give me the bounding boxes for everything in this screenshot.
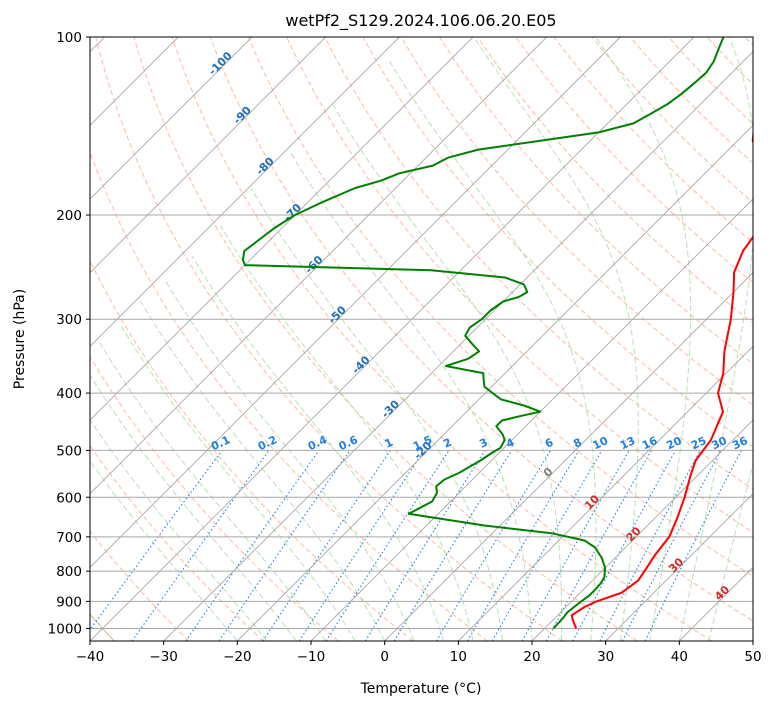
isobars xyxy=(90,37,753,629)
dry-adiabat-line xyxy=(515,37,753,284)
mixing-ratio-line xyxy=(644,450,742,641)
mixing-ratio-label: 13 xyxy=(618,434,637,452)
dry-adiabat-line xyxy=(400,37,753,406)
isotherm-line xyxy=(237,124,753,641)
dry-adiabat-line xyxy=(90,259,414,641)
y-tick-label: 800 xyxy=(56,564,82,580)
isotherm-line xyxy=(163,51,753,641)
mixing-ratio-line xyxy=(521,450,630,641)
dry-adiabat-line xyxy=(324,37,753,490)
moist-adiabat-line xyxy=(140,301,386,641)
chart-title: wetPf2_S129.2024.106.06.20.E05 xyxy=(285,11,556,31)
mixing-ratio-line xyxy=(262,450,391,641)
mixing-ratio-line xyxy=(572,450,676,641)
x-tick-label: 50 xyxy=(744,649,761,665)
moist-adiabat-line xyxy=(332,104,563,641)
y-tick-label: 100 xyxy=(56,30,82,46)
y-tick-label: 1000 xyxy=(48,621,82,637)
x-tick-label: −40 xyxy=(76,649,105,665)
temperature-profile-line xyxy=(570,125,753,629)
isotherm-line xyxy=(384,272,753,641)
moist-adiabat-line xyxy=(220,225,474,641)
dry-adiabat-line xyxy=(171,37,712,641)
moist-adiabat-line xyxy=(90,374,297,641)
x-tick-label: 0 xyxy=(380,649,389,665)
mixing-ratio-line xyxy=(90,450,223,631)
dry-adiabat-line xyxy=(286,37,753,533)
dry-adiabat-line xyxy=(90,150,488,641)
moist-adiabat-line xyxy=(119,323,356,641)
y-axis-ticks: 100 200 300 400 500 600 700 800 900 1000 xyxy=(48,30,90,637)
moist-adiabat-line xyxy=(90,418,268,641)
y-tick-label: 500 xyxy=(56,443,82,459)
moist-adiabat-line xyxy=(288,150,533,641)
isotherm-line xyxy=(310,198,753,641)
x-axis-ticks: −40 −30 −20 −10 0 10 20 30 40 50 xyxy=(76,641,762,665)
mixing-ratio-label: 25 xyxy=(689,434,708,452)
moist-adiabat-line xyxy=(163,278,415,641)
dry-adiabat-line xyxy=(95,37,563,641)
moist-adiabat-line xyxy=(191,255,445,641)
isotherm-line xyxy=(458,345,753,641)
moist-adiabat-line xyxy=(708,462,753,641)
mixing-ratio-label: 30 xyxy=(710,434,730,452)
x-tick-label: −30 xyxy=(149,649,178,665)
y-tick-label: 700 xyxy=(56,530,82,546)
dry-adiabat-line xyxy=(90,530,190,641)
dewpoint-profile-line xyxy=(241,37,725,630)
y-tick-label: 300 xyxy=(56,312,82,328)
plot-frame xyxy=(89,36,754,642)
moist-adiabat-line xyxy=(388,59,597,641)
dry-adiabat-line xyxy=(438,37,753,365)
mixing-ratio-line xyxy=(545,450,652,641)
mixing-ratio-line xyxy=(185,450,320,641)
mixing-ratio-line xyxy=(325,450,450,641)
dry-adiabat-line xyxy=(133,37,638,641)
dry-adiabat-line xyxy=(90,355,339,641)
x-tick-label: 10 xyxy=(450,649,467,665)
x-tick-label: 30 xyxy=(597,649,614,665)
isotherm-line xyxy=(90,37,547,495)
y-tick-label: 400 xyxy=(56,386,82,402)
x-tick-label: −20 xyxy=(223,649,252,665)
isotherm-line xyxy=(531,419,753,641)
moist-adiabat-line xyxy=(90,460,238,641)
mixing-ratio-label: 36 xyxy=(730,434,750,452)
moist-adiabat-line xyxy=(678,37,753,641)
y-tick-label: 200 xyxy=(56,208,82,224)
mixing-ratio-label: 16 xyxy=(640,434,660,452)
mixing-ratio-line xyxy=(298,450,425,641)
x-tick-label: −10 xyxy=(297,649,326,665)
dry-adiabat-line xyxy=(362,37,753,448)
dry-adiabat-line xyxy=(591,37,753,204)
mixing-ratio-label: 10 xyxy=(591,434,611,452)
moist-adiabat-line xyxy=(250,187,503,641)
isotherm-line xyxy=(90,37,474,421)
isotherm-line xyxy=(90,37,695,641)
moist-adiabat-line xyxy=(473,37,639,641)
mixing-ratio-line xyxy=(393,450,513,641)
profile-series xyxy=(241,37,753,630)
y-axis-label: Pressure (hPa) xyxy=(12,289,28,389)
x-axis-label: Temperature (°C) xyxy=(360,681,482,697)
x-tick-label: 40 xyxy=(671,649,688,665)
mixing-ratio-label: 20 xyxy=(664,434,684,452)
y-tick-label: 900 xyxy=(56,594,82,610)
isotherm-line xyxy=(90,37,326,274)
isotherm-line xyxy=(90,37,621,568)
isotherm-line xyxy=(605,493,753,641)
mixing-ratio-line xyxy=(621,450,722,641)
mixing-ratio-line xyxy=(218,450,351,641)
isotherms xyxy=(90,37,753,641)
isotherm-line xyxy=(90,37,400,347)
x-tick-label: 20 xyxy=(523,649,540,665)
moist-adiabat-line xyxy=(97,338,327,641)
isotherm-line xyxy=(90,37,253,200)
y-tick-label: 600 xyxy=(56,490,82,506)
